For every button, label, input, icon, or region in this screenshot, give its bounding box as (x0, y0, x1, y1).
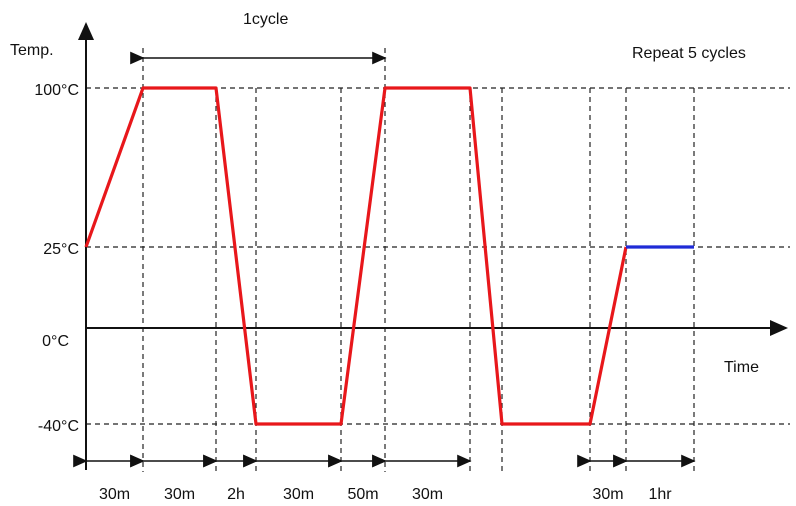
duration-label: 50m (347, 486, 378, 503)
duration-label: 2h (227, 486, 245, 503)
cycle-label: 1cycle (243, 11, 288, 28)
temperature-profile (84, 86, 694, 426)
y-axis-label: Temp. (10, 42, 54, 59)
y-level-25: 25°C (43, 241, 79, 258)
y-level-minus-40: -40°C (38, 418, 79, 435)
guide-lines (86, 48, 790, 472)
y-level-0: 0°C (42, 333, 69, 350)
repeat-note: Repeat 5 cycles (632, 45, 746, 62)
duration-label: 1hr (648, 486, 672, 503)
y-level-100: 100°C (34, 82, 79, 99)
duration-arrows: 30m 30m 2h 30m 50m 30m 30m 1hr (73, 454, 696, 503)
duration-label: 30m (592, 486, 623, 503)
duration-label: 30m (99, 486, 130, 503)
duration-label: 30m (283, 486, 314, 503)
duration-label: 30m (164, 486, 195, 503)
x-axis-label: Time (724, 359, 759, 376)
profile-line (84, 86, 628, 426)
duration-label: 30m (412, 486, 443, 503)
